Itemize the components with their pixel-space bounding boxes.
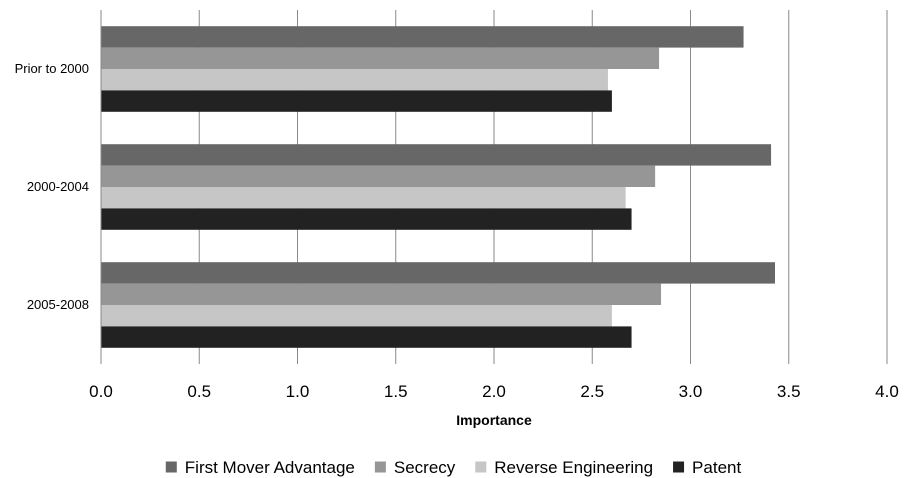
bar-patent — [101, 90, 612, 112]
legend: First Mover Advantage Secrecy Reverse Engi… — [165, 458, 741, 477]
x-tick-label: 0.5 — [187, 382, 211, 401]
legend-item: First Mover Advantage — [165, 458, 355, 477]
bar-secrecy — [101, 47, 660, 69]
x-tick-label: 3.5 — [777, 382, 801, 401]
bars — [101, 26, 775, 348]
category-label: 2005-2008 — [27, 297, 89, 312]
bar-reverse-engineering — [101, 187, 626, 209]
x-tick-label: 1.0 — [286, 382, 310, 401]
legend-label: Secrecy — [394, 458, 456, 477]
legend-item: Secrecy — [374, 458, 456, 477]
bar-reverse-engineering — [101, 305, 612, 327]
legend-label: Patent — [692, 458, 741, 477]
category-label: Prior to 2000 — [15, 61, 89, 76]
x-tick-label: 2.5 — [580, 382, 604, 401]
legend-swatch — [475, 461, 487, 473]
legend-item: Patent — [673, 458, 741, 477]
x-tick-label: 4.0 — [875, 382, 899, 401]
category-labels: Prior to 2000 2000-2004 2005-2008 — [15, 61, 89, 312]
legend-swatch — [165, 461, 177, 473]
bar-first-mover-advantage — [101, 262, 775, 284]
bar-first-mover-advantage — [101, 26, 744, 48]
legend-swatch — [673, 461, 685, 473]
x-tick-labels: 0.0 0.5 1.0 1.5 2.0 2.5 3.0 3.5 4.0 — [89, 382, 899, 401]
bar-patent — [101, 326, 632, 348]
bar-secrecy — [101, 283, 662, 305]
x-axis-title: Importance — [456, 412, 532, 428]
legend-label: First Mover Advantage — [185, 458, 355, 477]
bar-secrecy — [101, 165, 656, 187]
x-tick-label: 0.0 — [89, 382, 113, 401]
bar-reverse-engineering — [101, 69, 608, 91]
legend-item: Reverse Engineering — [475, 458, 653, 477]
category-label: 2000-2004 — [27, 179, 89, 194]
bar-first-mover-advantage — [101, 144, 772, 166]
x-tick-label: 3.0 — [679, 382, 703, 401]
bar-patent — [101, 208, 632, 230]
legend-swatch — [374, 461, 386, 473]
x-tick-label: 1.5 — [384, 382, 408, 401]
legend-label: Reverse Engineering — [494, 458, 653, 477]
x-tick-label: 2.0 — [482, 382, 506, 401]
